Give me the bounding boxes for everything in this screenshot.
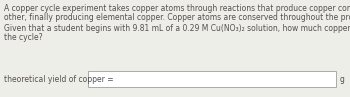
Text: other, finally producing elemental copper. Copper atoms are conserved throughout: other, finally producing elemental coppe…	[4, 13, 350, 22]
FancyBboxPatch shape	[88, 71, 336, 87]
Text: the cycle?: the cycle?	[4, 33, 43, 42]
Text: A copper cycle experiment takes copper atoms through reactions that produce copp: A copper cycle experiment takes copper a…	[4, 4, 350, 13]
Text: theoretical yield of copper =: theoretical yield of copper =	[4, 74, 114, 84]
Text: g: g	[340, 74, 345, 84]
Text: Given that a student begins with 9.81 mL of a 0.29 M Cu(NO₃)₂ solution, how much: Given that a student begins with 9.81 mL…	[4, 24, 350, 33]
